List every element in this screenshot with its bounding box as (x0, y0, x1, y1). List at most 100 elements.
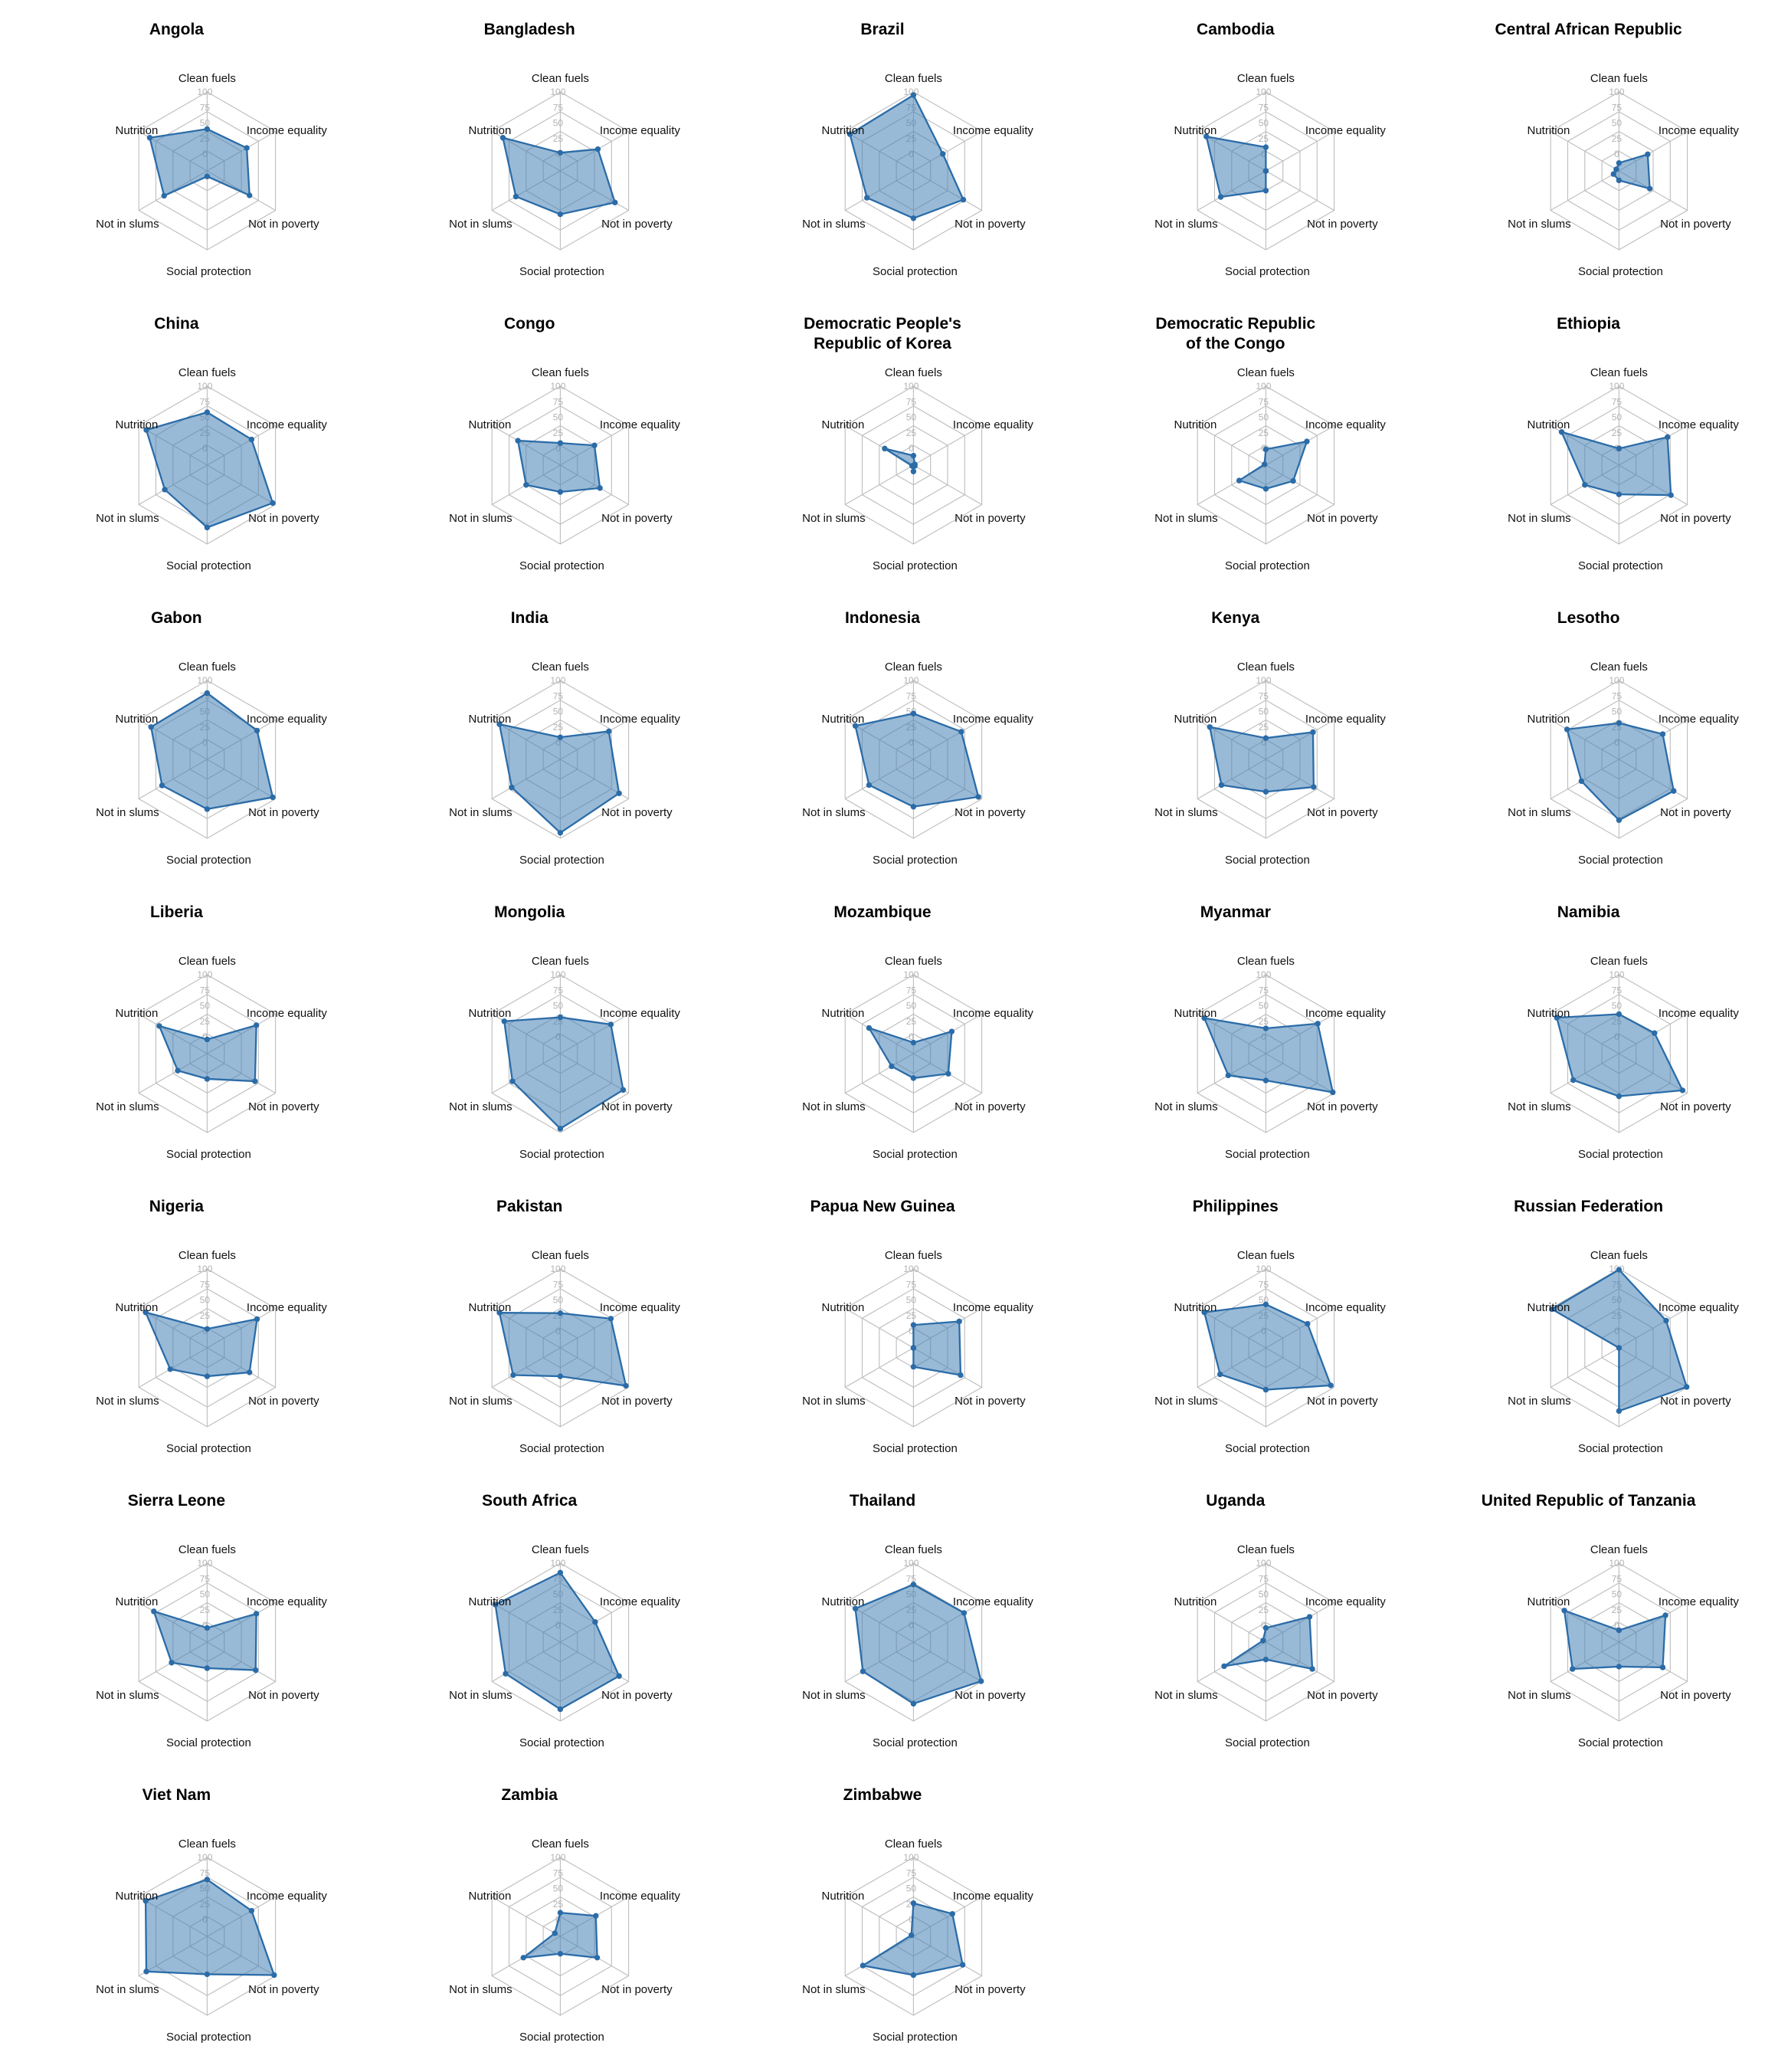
svg-text:100: 100 (1256, 969, 1272, 980)
svg-text:25: 25 (905, 428, 916, 438)
svg-text:Not in poverty: Not in poverty (1660, 1689, 1731, 1702)
svg-text:25: 25 (200, 1605, 211, 1615)
svg-text:100: 100 (903, 1558, 919, 1569)
svg-text:Nutrition: Nutrition (1528, 418, 1570, 431)
chart-title: Sierra Leone (127, 1492, 226, 1510)
svg-text:Income equality: Income equality (600, 1890, 680, 1903)
svg-text:25: 25 (553, 428, 564, 438)
svg-text:Social protection: Social protection (519, 1736, 604, 1749)
radar-chart-sierra-leone: Sierra Leone 0 25 50 75 100 Clean fuels Income… (31, 1484, 327, 1753)
chart-title: Bangladesh (483, 21, 575, 38)
svg-text:Not in poverty: Not in poverty (955, 1689, 1026, 1702)
svg-text:Social protection: Social protection (1578, 559, 1663, 572)
svg-text:Clean fuels: Clean fuels (178, 1249, 236, 1262)
svg-text:0: 0 (1614, 149, 1619, 159)
svg-text:25: 25 (1259, 722, 1269, 733)
svg-text:25: 25 (553, 1899, 564, 1910)
svg-text:50: 50 (905, 412, 916, 423)
svg-text:Nutrition: Nutrition (821, 1595, 864, 1608)
chart-title: Namibia (1557, 903, 1620, 921)
svg-text:Not in poverty: Not in poverty (1660, 512, 1731, 525)
svg-text:75: 75 (1259, 102, 1269, 113)
svg-text:75: 75 (1259, 985, 1269, 995)
svg-text:Nutrition: Nutrition (116, 1595, 159, 1608)
svg-text:Not in poverty: Not in poverty (1308, 1395, 1379, 1408)
svg-text:0: 0 (202, 1031, 208, 1042)
svg-text:Clean fuels: Clean fuels (532, 1543, 589, 1556)
svg-text:100: 100 (550, 87, 565, 97)
svg-text:Clean fuels: Clean fuels (1237, 1249, 1295, 1262)
svg-text:Social protection: Social protection (1578, 1442, 1663, 1455)
svg-text:Social protection: Social protection (519, 1442, 604, 1455)
svg-text:Nutrition: Nutrition (821, 1890, 864, 1903)
svg-text:100: 100 (550, 1852, 565, 1863)
svg-text:Clean fuels: Clean fuels (1590, 366, 1648, 379)
svg-text:Not in slums: Not in slums (1155, 1100, 1218, 1113)
svg-text:Not in poverty: Not in poverty (955, 512, 1026, 525)
svg-text:100: 100 (550, 1264, 565, 1274)
svg-text:Social protection: Social protection (166, 854, 251, 867)
svg-text:Not in slums: Not in slums (802, 512, 865, 525)
svg-text:Clean fuels: Clean fuels (885, 1543, 942, 1556)
svg-text:Not in slums: Not in slums (449, 512, 512, 525)
chart-title: Liberia (149, 903, 203, 921)
svg-text:75: 75 (905, 396, 916, 407)
svg-text:Not in poverty: Not in poverty (1660, 218, 1731, 231)
svg-text:Clean fuels: Clean fuels (532, 1838, 589, 1851)
svg-text:Income equality: Income equality (953, 1595, 1033, 1608)
svg-text:Not in poverty: Not in poverty (601, 1689, 673, 1702)
svg-text:Not in slums: Not in slums (1155, 218, 1218, 231)
chart-title: Thailand (849, 1492, 916, 1510)
svg-text:100: 100 (903, 381, 919, 392)
svg-text:Social protection: Social protection (873, 2031, 958, 2044)
radar-chart-united-republic-of-tanzania: United Republic of Tanzania 0 25 50 75 100 Cl… (1442, 1484, 1740, 1753)
svg-text:50: 50 (1612, 1001, 1623, 1011)
svg-text:Nutrition: Nutrition (116, 1007, 159, 1020)
svg-text:Clean fuels: Clean fuels (178, 1543, 236, 1556)
svg-text:100: 100 (1256, 381, 1272, 392)
svg-text:Income equality: Income equality (1305, 1007, 1386, 1020)
svg-text:Clean fuels: Clean fuels (1590, 1543, 1648, 1556)
svg-text:50: 50 (1259, 412, 1269, 423)
svg-text:Income equality: Income equality (953, 124, 1033, 137)
svg-text:Not in poverty: Not in poverty (1308, 806, 1379, 819)
svg-text:Not in slums: Not in slums (1155, 512, 1218, 525)
svg-text:25: 25 (905, 1310, 916, 1321)
svg-text:Social protection: Social protection (519, 559, 604, 572)
svg-text:100: 100 (1256, 87, 1272, 97)
chart-title: Myanmar (1200, 903, 1271, 921)
svg-text:Social protection: Social protection (1225, 265, 1310, 278)
svg-text:Nutrition: Nutrition (116, 1890, 159, 1903)
chart-title: Lesotho (1557, 609, 1620, 627)
radar-chart-liberia: Liberia 0 25 50 75 100 Clean fuels Income equa… (31, 895, 327, 1165)
svg-text:25: 25 (553, 133, 564, 144)
chart-title: Papua New Guinea (810, 1198, 955, 1215)
svg-text:Nutrition: Nutrition (468, 1890, 511, 1903)
svg-text:100: 100 (197, 1558, 212, 1569)
svg-text:75: 75 (1612, 396, 1623, 407)
svg-text:Income equality: Income equality (1659, 1595, 1739, 1608)
svg-text:Nutrition: Nutrition (821, 713, 864, 726)
svg-text:Not in slums: Not in slums (802, 1395, 865, 1408)
svg-text:25: 25 (1612, 1605, 1623, 1615)
svg-text:0: 0 (202, 1620, 208, 1631)
svg-text:Not in poverty: Not in poverty (248, 806, 319, 819)
svg-text:Social protection: Social protection (166, 265, 251, 278)
svg-text:25: 25 (200, 1310, 211, 1321)
svg-text:Income equality: Income equality (600, 713, 680, 726)
svg-text:75: 75 (1612, 985, 1623, 995)
svg-text:Nutrition: Nutrition (1528, 1595, 1570, 1608)
